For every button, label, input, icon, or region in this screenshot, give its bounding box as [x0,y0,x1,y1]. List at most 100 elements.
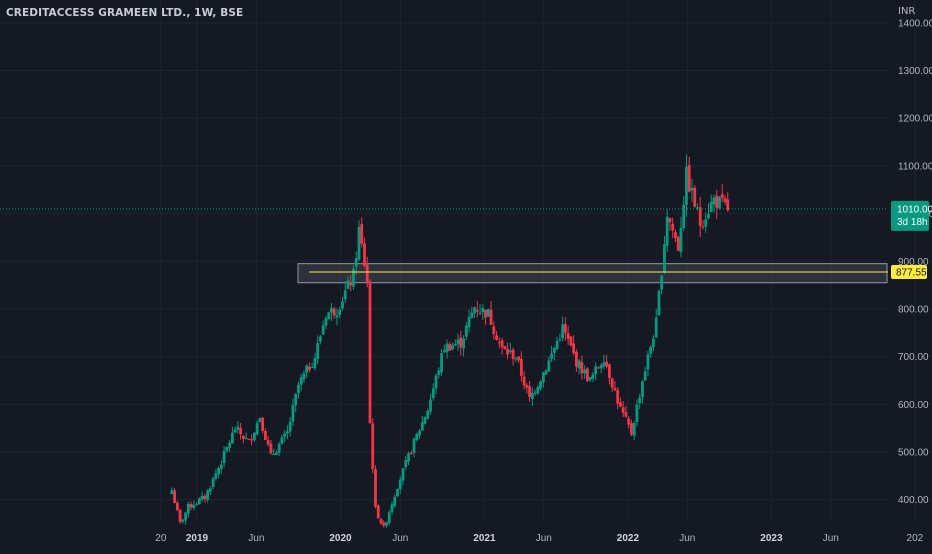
candle-body [696,207,699,209]
candle-body [241,435,245,439]
candle-body [181,519,185,522]
candle-body [398,479,402,490]
candle-body [423,417,427,424]
candle-body [186,503,190,514]
candle-body [671,223,675,231]
candle-body [561,324,565,339]
candle-body [352,268,355,287]
candle-body [718,196,721,209]
candle-body [214,473,218,479]
candle-body [539,381,543,389]
candle-body [492,326,496,335]
candle-body [674,232,677,238]
candle-body [272,453,276,455]
level-price-label: 877.55 [896,267,927,278]
candle-body [302,373,306,380]
candle-body [184,512,187,521]
candle-body [511,349,515,360]
candle-body [175,502,179,511]
candle-body [657,291,661,315]
candle-body [437,370,441,375]
candle-body [354,258,358,267]
chart-title: CREDITACCESS GRAMEEN LTD., 1W, BSE [6,7,244,19]
candle-body [588,377,592,381]
candle-body [385,522,388,526]
candle-body [569,336,573,346]
candle-body [363,243,366,267]
candle-body [451,345,454,350]
price-tick-label: 1200.00 [898,114,932,125]
candle-body [390,504,394,513]
candle-body [195,503,199,505]
time-tick-label: 202 [907,533,924,544]
candle-body [649,347,653,354]
candle-body [429,399,432,412]
current-price-tag [891,200,929,231]
candle-body [577,360,581,369]
candle-body [715,195,719,208]
candle-body [173,490,176,503]
candle-body [374,469,377,507]
candle-body [343,290,347,300]
candle-body [550,353,554,359]
candle-body [668,218,672,223]
candle-body [594,366,598,375]
candle-body [484,309,487,318]
candle-body [200,496,204,500]
candle-body [682,204,686,229]
candle-body [247,439,251,441]
candle-body [558,339,562,341]
candle-body [464,325,468,337]
candle-body [255,422,259,435]
candle-body [514,358,518,360]
candle-body [324,318,328,326]
candle-body [486,308,490,317]
candle-body [583,369,587,374]
candle-body [228,442,232,448]
candle-body [506,348,509,355]
candle-body [211,478,215,487]
candle-body [197,498,201,505]
candle-body [489,309,493,325]
candle-body [261,417,265,431]
candle-body [608,364,611,379]
candle-body [574,351,578,367]
candle-body [467,317,471,328]
candle-body [497,342,501,344]
price-tick-label: 600.00 [898,400,929,411]
candlestick-series [170,154,730,528]
candle-body [517,356,520,361]
candle-body [327,312,331,320]
candle-body [396,488,399,497]
candle-body [442,350,446,352]
candle-body [445,343,449,353]
candle-body [448,344,452,351]
candle-body [360,224,364,244]
candle-body [426,410,430,419]
candle-body [690,187,694,191]
candle-body [533,392,537,394]
candle-body [687,165,691,192]
candle-body [630,423,633,435]
candle-body [178,509,182,522]
candle-body [321,325,325,335]
time-tick-label: Jun [536,533,552,544]
candle-body [407,453,410,462]
candle-body [440,353,443,373]
support-resistance-zone [297,263,888,284]
candle-body [475,309,479,312]
candle-body [297,384,300,394]
candle-body [660,275,664,290]
candle-body [676,237,680,251]
candle-body [541,372,545,383]
candle-body [665,216,669,246]
currency-label: INR [898,6,916,17]
candle-body [547,360,551,372]
candle-body [189,504,193,508]
candle-body [619,402,622,407]
candle-body [663,244,666,273]
time-axis[interactable]: 20 2019 Jun 2020 Jun 2021 Jun 2022 Jun 2023 Jun 202 [155,533,923,544]
